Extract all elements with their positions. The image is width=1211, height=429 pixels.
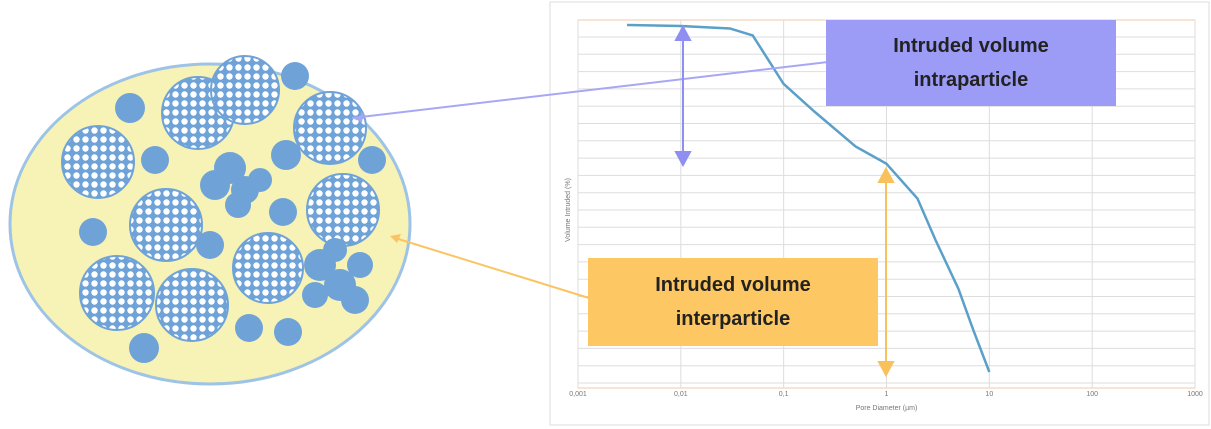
x-tick-label: 0,1 xyxy=(779,391,789,398)
page: 0,001 0,01 0,1 1 10 100 1000 Pore Diameter (µm)… xyxy=(0,0,1211,429)
y-axis-title: Volume Intruded (%) xyxy=(565,178,572,242)
x-tick-label: 0,001 xyxy=(569,391,587,398)
x-tick-label: 100 xyxy=(1086,391,1098,398)
x-tick-label: 10 xyxy=(985,391,993,398)
x-tick-label: 1000 xyxy=(1187,391,1203,398)
x-axis-title: Pore Diameter (µm) xyxy=(856,405,918,412)
annotation-intraparticle: Intruded volume intraparticle xyxy=(826,20,1116,106)
annotation-interparticle: Intruded volume interparticle xyxy=(588,258,878,346)
x-tick-label: 1 xyxy=(885,391,889,398)
x-tick-label: 0,01 xyxy=(674,391,688,398)
